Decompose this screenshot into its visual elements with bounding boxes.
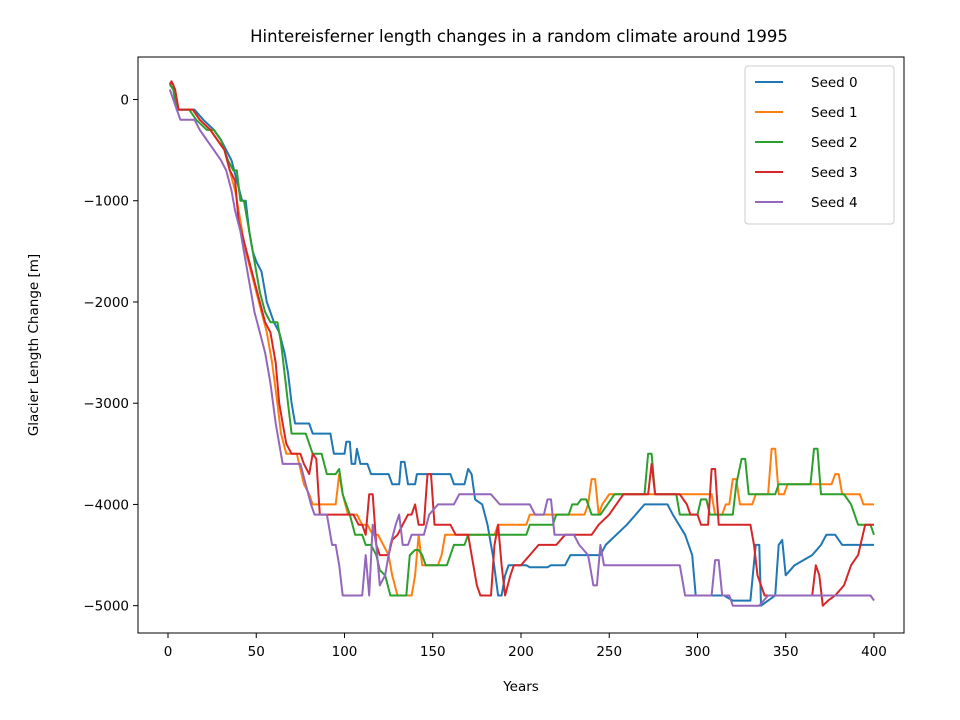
y-tick-label: −3000 <box>83 396 129 412</box>
x-tick-label: 400 <box>861 644 887 660</box>
x-tick-label: 0 <box>164 644 173 660</box>
legend-entry-label: Seed 1 <box>811 105 858 121</box>
y-tick-label: 0 <box>120 93 129 109</box>
x-axis: 0 50 100 150 200 250 300 350 400 <box>164 633 887 660</box>
y-tick-label: −4000 <box>83 497 129 513</box>
legend: Seed 0 Seed 1 Seed 2 Seed 3 Seed 4 <box>744 65 895 225</box>
y-tick-label: −2000 <box>83 295 129 311</box>
y-axis: 0 −1000 −2000 −3000 −4000 −5000 <box>83 93 138 615</box>
x-tick-label: 200 <box>508 644 534 660</box>
x-axis-label: Years <box>502 679 539 695</box>
series-line-seed-3 <box>168 80 874 607</box>
legend-entry-label: Seed 2 <box>811 135 858 151</box>
x-tick-label: 150 <box>420 644 446 660</box>
x-tick-label: 300 <box>685 644 711 660</box>
series-layer <box>168 80 875 607</box>
legend-entry-label: Seed 0 <box>811 75 858 91</box>
y-tick-label: −1000 <box>83 194 129 210</box>
series-line-seed-4 <box>168 89 875 607</box>
series-line-seed-2 <box>168 83 875 597</box>
y-axis-label: Glacier Length Change [m] <box>26 254 42 436</box>
x-tick-label: 100 <box>332 644 358 660</box>
x-tick-label: 50 <box>248 644 265 660</box>
y-tick-label: −5000 <box>83 599 129 615</box>
series-line-seed-0 <box>168 83 874 607</box>
chart-title: Hintereisferner length changes in a rand… <box>250 27 788 46</box>
legend-box <box>744 65 895 225</box>
legend-entry-label: Seed 4 <box>811 195 858 211</box>
x-tick-label: 250 <box>596 644 622 660</box>
x-tick-label: 350 <box>773 644 799 660</box>
legend-entry-label: Seed 3 <box>811 165 858 181</box>
